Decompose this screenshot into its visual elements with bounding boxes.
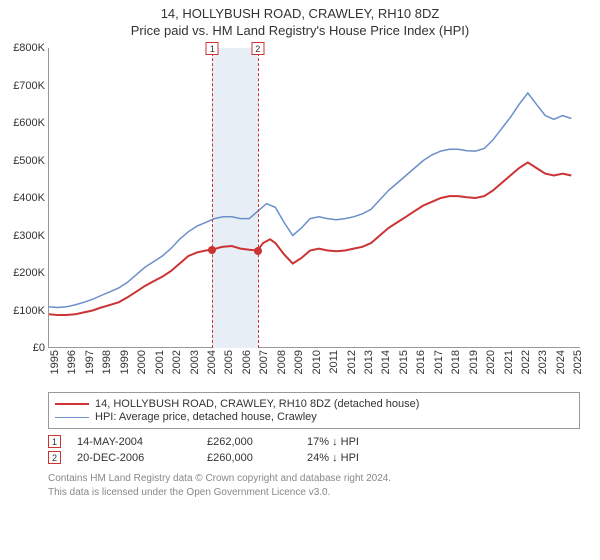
x-tick-label: 2020 [485,350,497,374]
x-tick-label: 2019 [468,350,480,374]
x-tick-label: 2009 [293,350,305,374]
y-tick-label: £800K [1,42,45,54]
x-tick-label: 2016 [415,350,427,374]
sale-marker-box: 1 [206,42,219,55]
x-tick-label: 2006 [241,350,253,374]
x-tick-label: 2024 [555,350,567,374]
y-tick-label: £100K [1,305,45,317]
legend: 14, HOLLYBUSH ROAD, CRAWLEY, RH10 8DZ (d… [48,392,580,429]
x-tick-label: 2003 [189,350,201,374]
y-tick-label: £300K [1,230,45,242]
x-tick-label: 2017 [433,350,445,374]
chart-plot: £0£100K£200K£300K£400K£500K£600K£700K£80… [48,48,580,348]
x-tick-label: 2010 [311,350,323,374]
sales-date-1: 14-MAY-2004 [77,436,207,448]
sales-row-1: 1 14-MAY-2004 £262,000 17% ↓ HPI [48,435,580,448]
x-tick-label: 2018 [450,350,462,374]
footer-line-1: Contains HM Land Registry data © Crown c… [48,472,580,486]
x-tick-label: 2012 [346,350,358,374]
x-tick-label: 2002 [171,350,183,374]
x-tick-label: 2000 [136,350,148,374]
legend-row-hpi: HPI: Average price, detached house, Craw… [55,411,573,423]
legend-label-price-paid: 14, HOLLYBUSH ROAD, CRAWLEY, RH10 8DZ (d… [95,398,419,410]
sales-price-2: £260,000 [207,452,307,464]
x-tick-label: 2025 [572,350,584,374]
series-line-hpi [49,93,571,308]
sales-index-1: 1 [48,435,61,448]
legend-row-price-paid: 14, HOLLYBUSH ROAD, CRAWLEY, RH10 8DZ (d… [55,398,573,410]
footer-line-2: This data is licensed under the Open Gov… [48,486,580,500]
title-subtitle: Price paid vs. HM Land Registry's House … [0,23,600,38]
legend-swatch-price-paid [55,403,89,405]
sale-dash-line [212,48,213,348]
legend-label-hpi: HPI: Average price, detached house, Craw… [95,411,317,423]
chart-area: £0£100K£200K£300K£400K£500K£600K£700K£80… [48,48,580,388]
x-tick-label: 2013 [363,350,375,374]
x-tick-label: 1996 [66,350,78,374]
y-tick-label: £600K [1,117,45,129]
y-tick-label: £400K [1,192,45,204]
sales-table: 1 14-MAY-2004 £262,000 17% ↓ HPI 2 20-DE… [48,435,580,464]
y-tick-label: £500K [1,155,45,167]
x-tick-label: 2022 [520,350,532,374]
sales-price-1: £262,000 [207,436,307,448]
x-tick-label: 2015 [398,350,410,374]
x-tick-label: 2011 [328,350,340,374]
x-tick-label: 2023 [537,350,549,374]
sales-date-2: 20-DEC-2006 [77,452,207,464]
sales-row-2: 2 20-DEC-2006 £260,000 24% ↓ HPI [48,451,580,464]
sale-dot [254,247,262,255]
chart-lines-svg [49,48,580,348]
x-tick-label: 2008 [276,350,288,374]
x-tick-label: 2007 [258,350,270,374]
y-tick-label: £200K [1,267,45,279]
x-tick-label: 1998 [101,350,113,374]
sale-dash-line [258,48,259,348]
title-address: 14, HOLLYBUSH ROAD, CRAWLEY, RH10 8DZ [0,6,600,21]
x-tick-label: 2001 [154,350,166,374]
x-tick-label: 1997 [84,350,96,374]
title-block: 14, HOLLYBUSH ROAD, CRAWLEY, RH10 8DZ Pr… [0,0,600,38]
legend-swatch-hpi [55,417,89,418]
y-tick-label: £700K [1,80,45,92]
series-line-price_paid [49,162,571,315]
sales-delta-2: 24% ↓ HPI [307,452,407,464]
x-tick-label: 2005 [223,350,235,374]
footer: Contains HM Land Registry data © Crown c… [48,472,580,499]
y-tick-label: £0 [1,342,45,354]
x-tick-label: 2004 [206,350,218,374]
x-tick-label: 1995 [49,350,61,374]
x-tick-label: 2014 [380,350,392,374]
x-tick-label: 1999 [119,350,131,374]
sales-delta-1: 17% ↓ HPI [307,436,407,448]
x-tick-label: 2021 [503,350,515,374]
sale-dot [208,246,216,254]
sales-index-2: 2 [48,451,61,464]
sale-marker-box: 2 [251,42,264,55]
